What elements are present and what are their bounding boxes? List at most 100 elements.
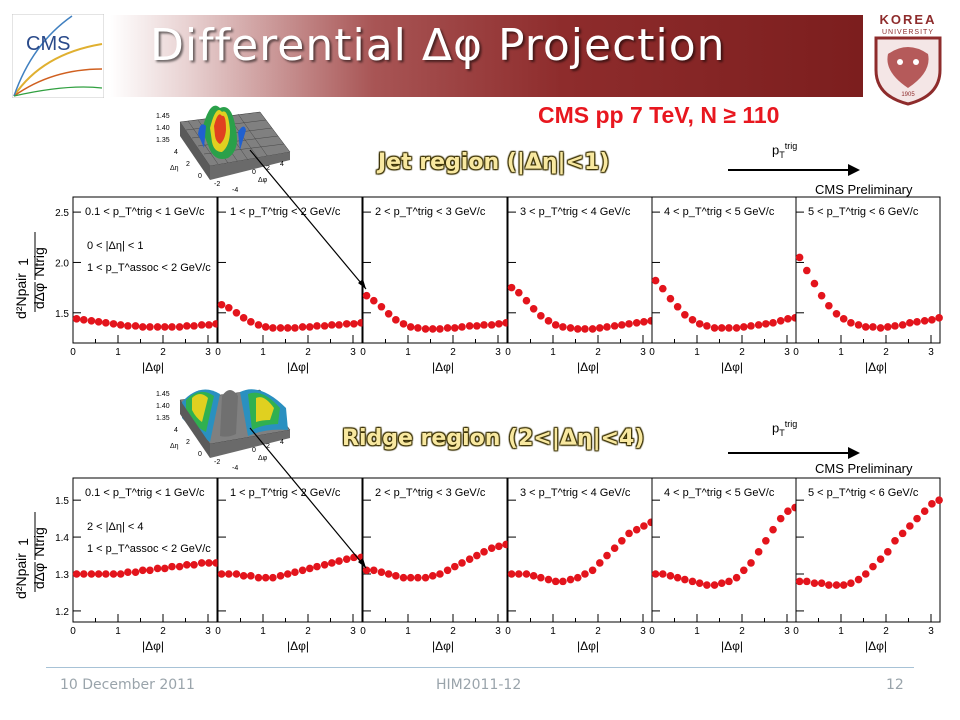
svg-text:1.40: 1.40 xyxy=(156,125,170,132)
data-point xyxy=(869,562,877,571)
data-point xyxy=(610,322,619,330)
data-point xyxy=(544,317,553,325)
data-point xyxy=(370,566,378,575)
data-point xyxy=(239,314,248,322)
data-point xyxy=(473,322,481,330)
data-point xyxy=(421,573,430,582)
data-point xyxy=(839,315,848,323)
y-title-numerator: d²Npair xyxy=(13,273,29,319)
svg-text:-2: -2 xyxy=(214,181,220,188)
data-point xyxy=(876,324,885,332)
data-point xyxy=(861,323,870,331)
inset-z-axis: 1/N dN/dΔηdΔφ 1.45 1.40 1.35 xyxy=(156,113,170,144)
data-point xyxy=(283,570,292,578)
data-point xyxy=(276,324,285,332)
x-tick-label: 3 xyxy=(495,347,501,358)
data-point xyxy=(239,572,248,580)
x-axis-label: |Δφ| xyxy=(721,360,743,374)
panel-frame xyxy=(795,477,941,623)
panel-1-3: 0 1 2 3 |Δφ| 3 < p_T^trig < 4 GeV/c xyxy=(505,477,655,653)
data-point xyxy=(803,577,811,586)
data-point xyxy=(507,283,516,292)
data-point xyxy=(640,318,648,326)
data-point xyxy=(283,324,292,332)
data-point xyxy=(784,315,792,323)
x-tick-label: 3 xyxy=(350,626,356,637)
data-point xyxy=(335,321,343,329)
data-point xyxy=(247,318,255,326)
x-axis-label: |Δφ| xyxy=(432,639,454,653)
data-point xyxy=(197,321,206,329)
data-point xyxy=(247,572,255,580)
data-point xyxy=(507,570,516,578)
data-point xyxy=(124,322,132,330)
series-label: 5 < p_T^trig < 6 GeV/c xyxy=(808,487,919,499)
x-tick-label: 3 xyxy=(928,347,934,358)
data-point xyxy=(261,323,270,331)
data-point xyxy=(298,566,307,575)
data-point xyxy=(495,320,503,328)
data-point xyxy=(732,573,741,582)
svg-text:-2: -2 xyxy=(214,459,220,466)
x-tick-label: 1 xyxy=(405,626,411,637)
x-tick-label: 0 xyxy=(360,626,366,637)
data-point xyxy=(703,322,711,330)
data-point xyxy=(618,536,626,545)
footer-conference: HIM2011-12 xyxy=(436,677,522,693)
data-point xyxy=(710,581,719,589)
data-point xyxy=(776,317,785,325)
svg-text:4: 4 xyxy=(280,161,284,168)
x-axis-label: |Δφ| xyxy=(287,639,309,653)
x-tick-label: 0 xyxy=(505,347,511,358)
data-point xyxy=(269,324,277,332)
x-tick-label: 3 xyxy=(350,347,356,358)
data-point xyxy=(87,317,96,325)
data-point xyxy=(443,324,452,332)
data-point xyxy=(754,321,763,329)
panel-frame xyxy=(507,196,653,344)
series-label: 0.1 < p_T^trig < 1 GeV/c xyxy=(85,206,205,218)
korea-logo-sub: UNIVERSITY xyxy=(882,29,934,36)
korea-logo-name: KOREA xyxy=(880,12,937,27)
data-point xyxy=(913,514,921,523)
data-point xyxy=(328,559,336,567)
data-point xyxy=(102,319,110,327)
data-point xyxy=(480,321,488,329)
data-point xyxy=(817,291,826,300)
annotation-line: 0 < |Δη| < 1 xyxy=(87,240,144,252)
svg-text:4: 4 xyxy=(174,427,178,434)
x-axis-label: |Δφ| xyxy=(865,360,887,374)
data-point xyxy=(884,323,892,331)
data-point xyxy=(603,551,611,560)
data-point xyxy=(480,548,488,556)
slide-title: Differential Δφ Projection xyxy=(150,20,726,71)
data-point xyxy=(688,577,697,586)
data-point xyxy=(291,568,299,576)
pointer-arrow-ridge xyxy=(249,427,367,569)
data-point xyxy=(276,572,285,580)
annotation-line: 2 < |Δη| < 4 xyxy=(87,521,144,533)
data-point xyxy=(906,522,914,530)
data-point xyxy=(384,570,393,578)
ridge-region-label: Ridge region (2<|Δη|<4) xyxy=(342,426,645,451)
x-tick-label: 1 xyxy=(694,347,700,358)
y-tick-label: 1.2 xyxy=(55,607,69,618)
svg-text:2: 2 xyxy=(266,443,270,450)
data-point xyxy=(370,296,378,305)
data-point xyxy=(747,322,755,330)
svg-text:-4: -4 xyxy=(232,465,238,472)
x-tick-label: 2 xyxy=(305,347,311,358)
data-point xyxy=(651,570,660,578)
data-point xyxy=(443,566,452,575)
data-point xyxy=(131,568,140,576)
data-point xyxy=(710,324,719,332)
data-point xyxy=(362,291,371,300)
svg-text:0: 0 xyxy=(252,169,256,176)
panel-0-4: 0 1 2 3 |Δφ| 4 < p_T^trig < 5 GeV/c xyxy=(649,196,799,374)
panel-0-1: 0 1 2 3 |Δφ| 1 < p_T^trig < 2 GeV/c xyxy=(215,196,365,374)
x-tick-label: 2 xyxy=(883,347,889,358)
data-point xyxy=(610,544,619,552)
x-axis-label: |Δφ| xyxy=(865,639,887,653)
data-point xyxy=(717,579,726,588)
data-point xyxy=(217,300,226,309)
